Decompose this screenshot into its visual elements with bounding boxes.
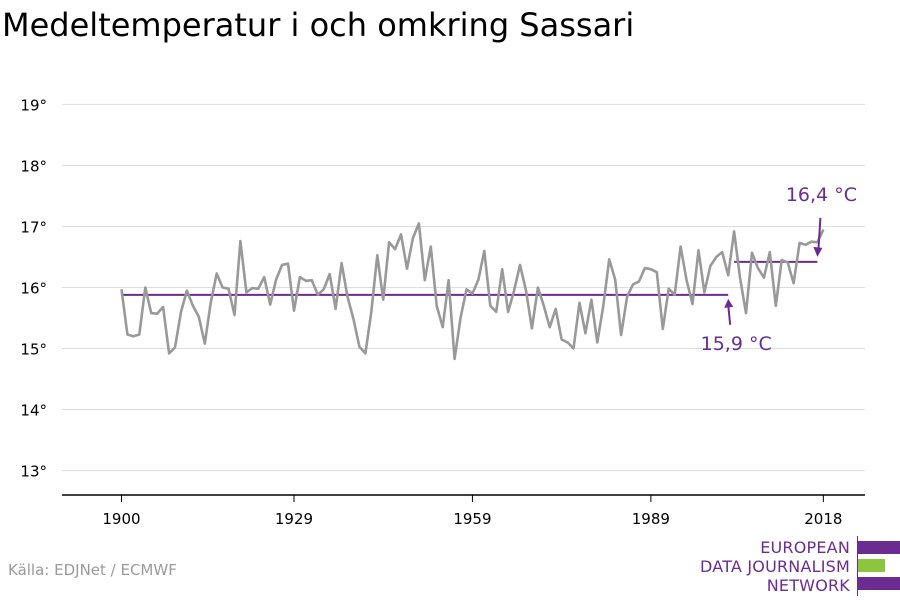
average-label-early: 15,9 °C [701,333,772,355]
series-layer [120,222,825,361]
y-axis-ticks: 13° 14° 15° 16° 17° 18° 19° [20,96,47,480]
annotation-arrow-head [724,298,734,308]
y-tick-label: 14° [20,402,47,420]
temperature-series-line [120,222,825,361]
y-tick-label: 17° [20,218,47,236]
edjnet-logo: EUROPEAN DATA JOURNALISM NETWORK [700,536,900,596]
y-tick-label: 16° [20,280,47,298]
source-note: Källa: EDJNet / ECMWF [8,561,177,579]
grid-lines [62,103,865,472]
annotations: 15,9 °C 16,4 °C [701,184,857,355]
logo-line-network: NETWORK [766,576,850,595]
annotation-arrow-head [813,246,823,257]
logo-line-european: EUROPEAN [760,538,850,557]
x-tick-label: 1900 [102,510,140,528]
x-tick-label: 2018 [804,510,842,528]
x-tick-label: 1929 [275,510,313,528]
logo-bar-top [858,541,900,554]
annotation-arrow-shaft [727,304,732,325]
x-axis-ticks: 1900 1929 1959 1989 2018 [102,495,842,528]
x-tick-label: 1989 [632,510,670,528]
y-tick-label: 15° [20,341,47,359]
x-tick-label: 1959 [453,510,491,528]
logo-divider [857,536,858,596]
y-tick-label: 19° [20,96,47,114]
logo-bar-middle [858,559,885,572]
logo-bar-bottom [858,577,900,590]
y-tick-label: 18° [20,157,47,175]
y-tick-label: 13° [20,463,47,481]
logo-line-data-journalism: DATA JOURNALISM [700,557,850,576]
average-label-recent: 16,4 °C [786,184,857,206]
annotation-arrow-shaft [817,217,822,250]
chart-title: Medeltemperatur i och omkring Sassari [2,6,635,44]
